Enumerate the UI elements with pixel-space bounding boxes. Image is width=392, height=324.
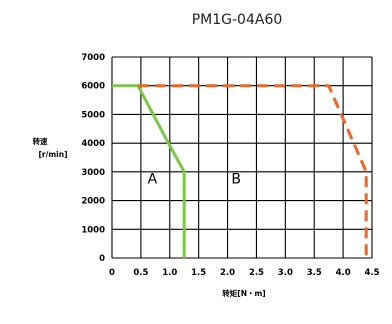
x-tick-label: 0.5 <box>133 268 148 278</box>
x-tick-label: 2.0 <box>220 268 235 278</box>
x-tick-label: 2.5 <box>249 268 264 278</box>
y-axis-unit: [r/min] <box>38 150 67 159</box>
x-tick-label: 4.5 <box>364 268 379 278</box>
series-line-a <box>112 84 186 258</box>
x-tick-label: 1.0 <box>162 268 177 278</box>
region-label-a: A <box>148 171 158 187</box>
series-line-b <box>138 84 368 258</box>
y-tick-label: 4000 <box>81 139 105 149</box>
y-tick-label: 5000 <box>81 110 105 120</box>
chart-title: PM1G-04A60 <box>192 12 283 28</box>
series-group <box>112 84 368 258</box>
y-tick-label: 0 <box>99 254 105 264</box>
x-tick-label: 3.5 <box>307 268 322 278</box>
y-tick-label: 6000 <box>81 82 105 92</box>
region-label-b: B <box>231 171 241 187</box>
y-tick-label: 7000 <box>81 53 105 63</box>
x-tick-label: 0 <box>109 268 115 278</box>
x-axis-ticks: 0 0.5 1.0 1.5 2.0 2.5 3.0 3.5 4.0 4.5 <box>109 268 380 278</box>
y-tick-label: 1000 <box>81 225 105 235</box>
x-tick-label: 4.0 <box>336 268 351 278</box>
y-tick-label: 3000 <box>81 168 105 178</box>
grid <box>111 56 373 259</box>
y-tick-label: 2000 <box>81 197 105 207</box>
y-axis-ticks: 0 1000 2000 3000 4000 5000 6000 7000 <box>81 53 105 264</box>
y-axis-label: 转速 <box>33 136 48 146</box>
x-tick-label: 3.0 <box>278 268 293 278</box>
x-axis-label: 转矩[N・m] <box>222 288 265 298</box>
x-tick-label: 1.5 <box>191 268 206 278</box>
